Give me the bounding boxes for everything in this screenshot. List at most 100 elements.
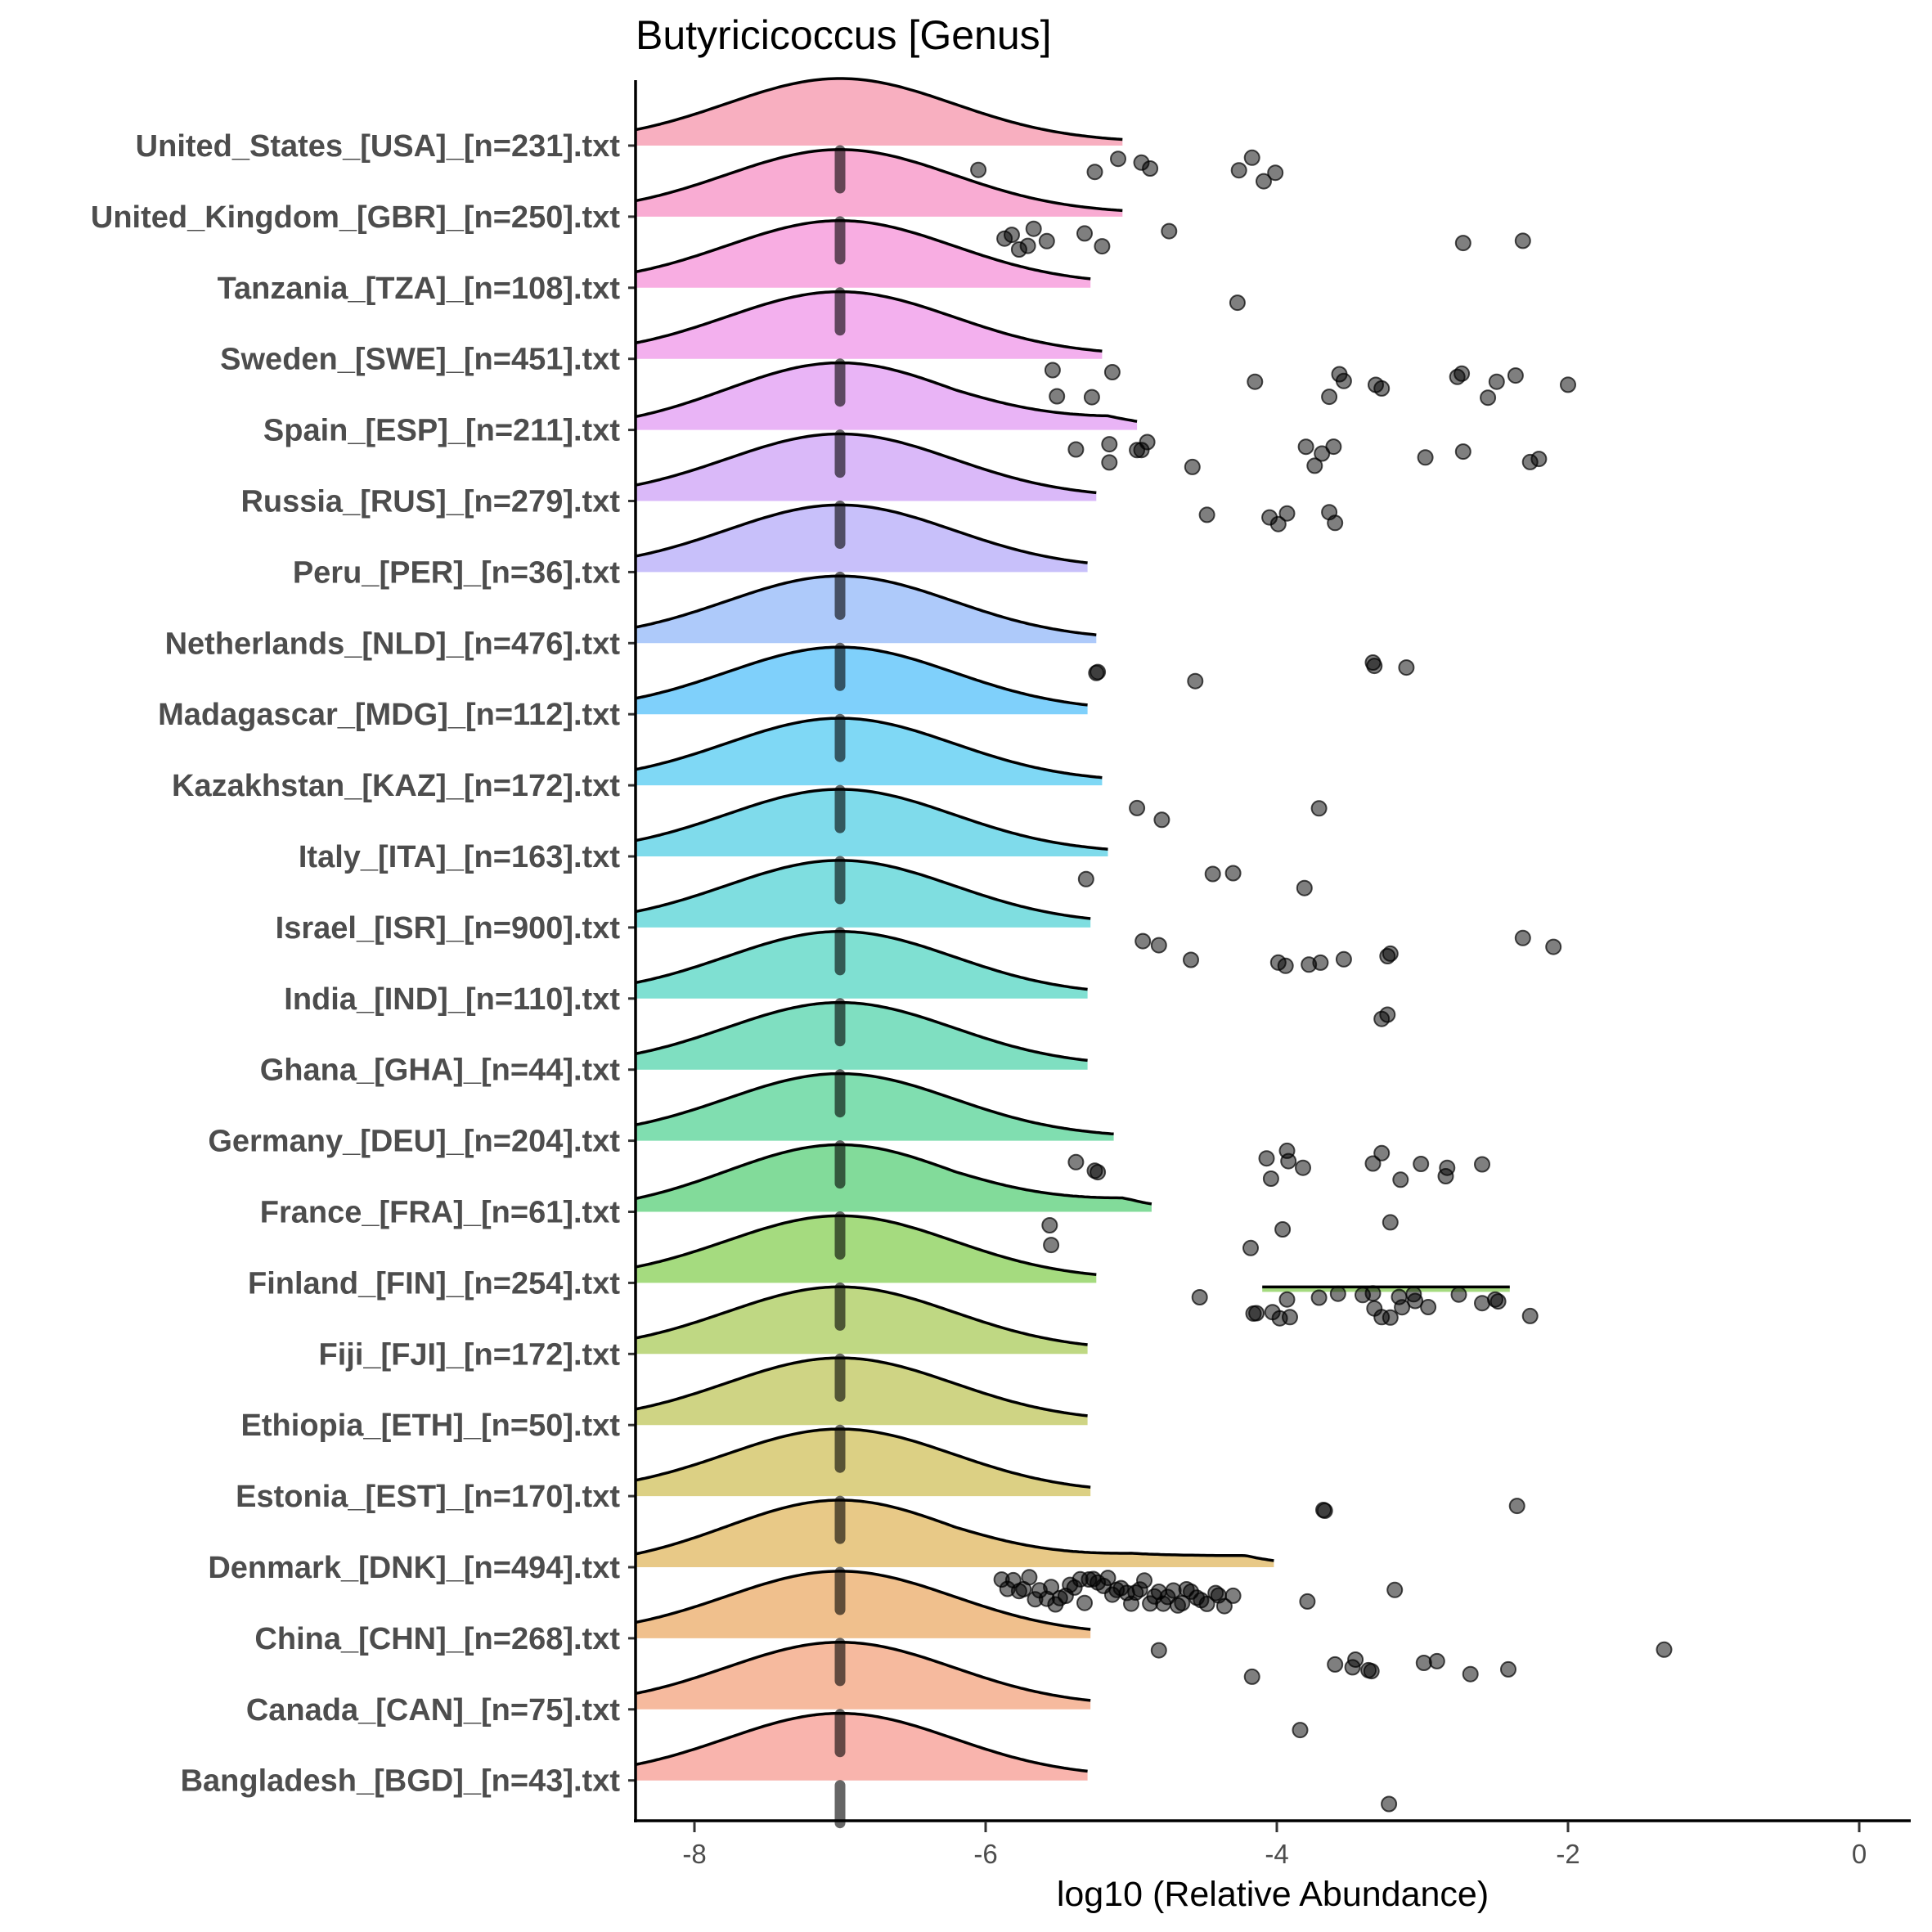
data-point [1224, 1587, 1242, 1604]
data-point [1386, 1581, 1404, 1598]
y-tick-label: Ethiopia_[ETH]_[n=50].txt [241, 1409, 621, 1443]
y-tick-label: Israel_[ISR]_[n=900].txt [276, 911, 621, 946]
ridge-outline [636, 1285, 1088, 1346]
data-point [1134, 932, 1152, 950]
data-point [1417, 449, 1434, 466]
data-point [1364, 1155, 1382, 1172]
data-point [1038, 232, 1055, 249]
data-point [1454, 443, 1471, 461]
data-point [1248, 1305, 1265, 1322]
data-point [1439, 1159, 1456, 1176]
data-point [1392, 1171, 1409, 1188]
data-point [1382, 1214, 1399, 1231]
data-point [1256, 173, 1272, 190]
data-point [1278, 505, 1296, 522]
data-point [1545, 938, 1562, 955]
data-point [1507, 367, 1524, 384]
data-point [1184, 458, 1201, 475]
data-point [1110, 151, 1126, 168]
y-tick-label: United_Kingdom_[GBR]_[n=250].txt [91, 200, 620, 235]
y-tick-label: Bangladesh_[BGD]_[n=43].txt [181, 1764, 621, 1799]
data-point [1076, 225, 1093, 242]
ridge-fill [636, 860, 1091, 928]
data-point [1262, 1170, 1279, 1187]
data-point [1090, 663, 1107, 681]
y-tick-label: Kazakhstan_[KAZ]_[n=172].txt [172, 769, 620, 803]
ridge-outline [636, 859, 1091, 920]
data-point [1454, 235, 1471, 252]
data-point [1514, 232, 1531, 249]
data-point [1090, 1164, 1107, 1181]
y-tick-label: India_[IND]_[n=110].txt [284, 982, 620, 1017]
y-tick-label: China_[CHN]_[n=268].txt [254, 1622, 620, 1656]
data-point [1099, 1570, 1117, 1587]
data-point [1230, 162, 1247, 179]
data-point [1101, 436, 1118, 453]
ridge-outline [636, 77, 1123, 142]
data-point [1153, 811, 1170, 829]
ridge-outline [636, 1641, 1091, 1702]
data-point [1428, 1652, 1445, 1669]
x-tick-label: -6 [973, 1839, 997, 1869]
data-point [1382, 1309, 1399, 1326]
y-tick-label: Finland_[FIN]_[n=254].txt [248, 1266, 620, 1301]
y-tick-label: Sweden_[SWE]_[n=451].txt [220, 343, 620, 377]
data-point [1462, 1665, 1479, 1683]
data-point [1398, 659, 1415, 676]
ridge-fill [636, 362, 1138, 430]
y-tick-label: Madagascar_[MDG]_[n=112].txt [158, 698, 620, 732]
data-point [1258, 1150, 1275, 1167]
data-point [1021, 1569, 1038, 1586]
ridge-fill [636, 1429, 1091, 1497]
ridge-outline [636, 503, 1088, 564]
data-point [1295, 1159, 1311, 1176]
data-point [1277, 957, 1294, 974]
ridge-outline [636, 432, 1097, 495]
data-point [1312, 954, 1329, 971]
data-point [1488, 373, 1505, 390]
data-point [1329, 1285, 1346, 1302]
ridge-outline [636, 361, 1138, 423]
ridge-fill [636, 1215, 1097, 1283]
ridge-fill [636, 220, 1091, 288]
y-tick-label: France_[FRA]_[n=61].txt [260, 1196, 621, 1230]
chart-title: Butyricicoccus [Genus] [636, 12, 1052, 58]
data-point [1364, 1285, 1382, 1302]
data-point [1044, 362, 1061, 379]
data-point [1278, 1291, 1296, 1308]
data-point [1161, 222, 1178, 240]
data-point [1656, 1641, 1673, 1658]
data-point [1215, 1597, 1233, 1615]
data-point [1094, 238, 1111, 255]
ridge-fill [636, 1358, 1088, 1426]
data-point [1366, 658, 1383, 675]
ridge-outline [636, 219, 1091, 281]
data-point [1327, 514, 1344, 532]
y-axis-labels: United_States_[USA]_[n=231].txt United_Ki… [91, 129, 636, 1799]
data-point [1282, 1309, 1298, 1326]
y-tick-label: Fiji_[FJI]_[n=172].txt [319, 1337, 621, 1372]
ridge-fill [636, 576, 1097, 644]
data-point [1420, 1299, 1437, 1315]
data-point [1049, 388, 1066, 405]
data-point [1207, 1584, 1224, 1602]
data-point [1243, 1668, 1260, 1685]
data-point [1101, 454, 1118, 471]
ridge-fill [636, 149, 1123, 217]
y-tick-label: Spain_[ESP]_[n=211].txt [263, 414, 620, 448]
data-point [1480, 389, 1497, 407]
data-point [1310, 1289, 1328, 1306]
data-point [1198, 506, 1215, 523]
x-tick-label: -8 [682, 1839, 706, 1869]
data-point [1224, 865, 1242, 882]
data-point [1150, 937, 1167, 954]
ridge-fill [636, 1144, 1152, 1212]
data-point [1043, 1237, 1060, 1254]
ridge-outline [636, 1143, 1152, 1206]
data-point [1373, 380, 1391, 397]
ridge-fill [636, 505, 1088, 573]
data-point [1453, 365, 1471, 382]
data-point [1373, 1144, 1391, 1161]
data-point [1306, 457, 1323, 474]
